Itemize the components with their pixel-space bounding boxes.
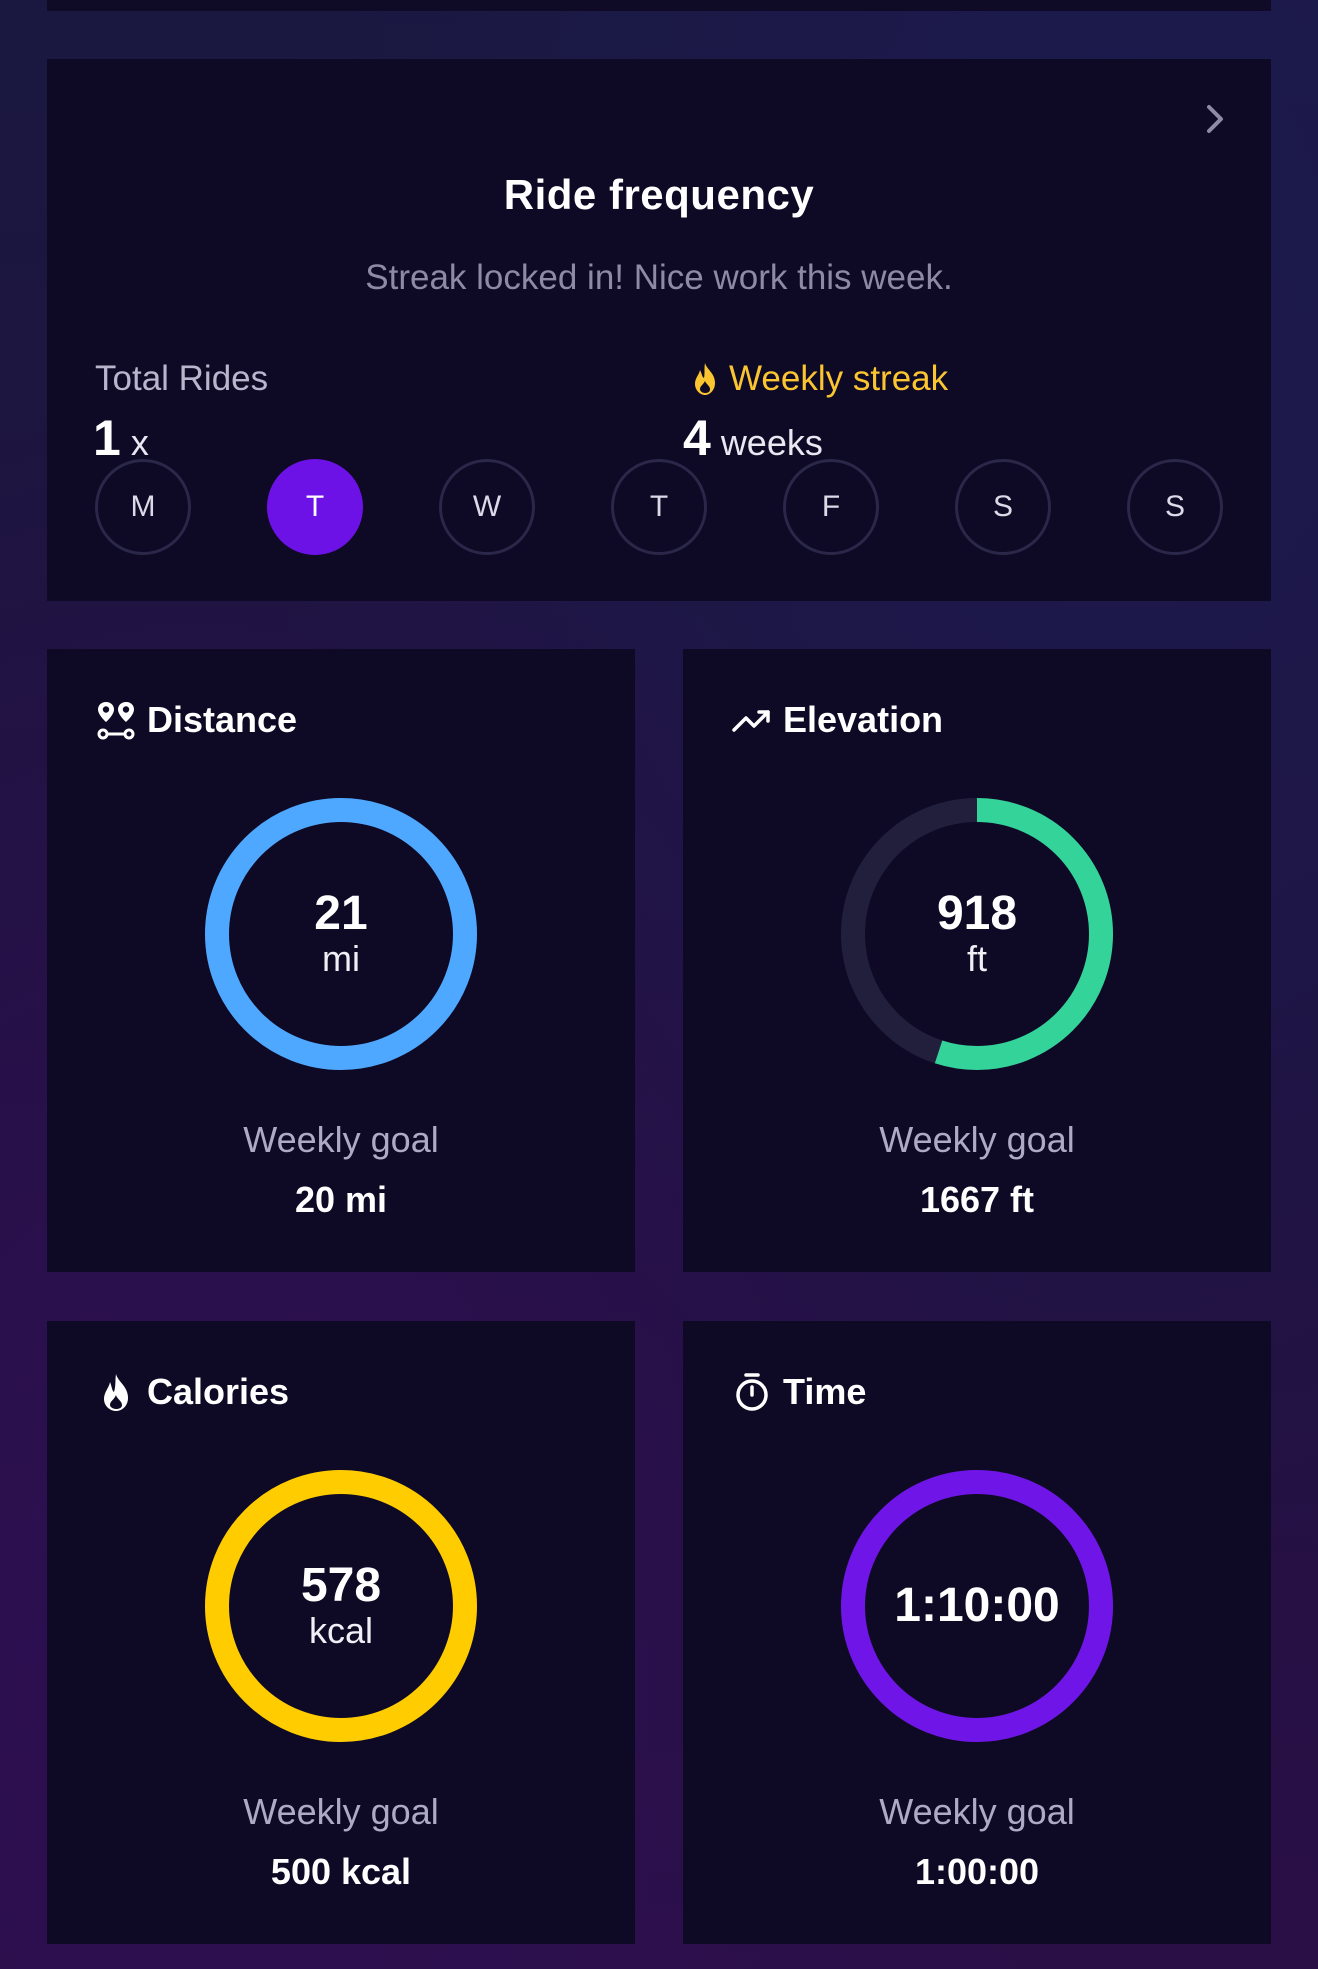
distance-progress-ring [205,798,477,1070]
calories-goal-value: 500 kcal [270,1851,412,1892]
distance-goal-label: Weekly goal [243,1119,439,1160]
weekday-row: M T W T F S S [95,459,1223,555]
day-wednesday[interactable]: W [439,459,535,555]
elevation-card[interactable]: Elevation 918 ft Weekly goal 1667 ft [683,649,1271,1272]
day-tuesday[interactable]: T [267,459,363,555]
time-header: Time [731,1371,866,1413]
weekly-streak-unit: weeks [720,422,823,463]
distance-title: Distance [147,699,298,740]
chevron-right-icon[interactable] [1195,99,1235,139]
total-rides-unit: x [130,422,149,463]
time-ring-center: 1:10:00 [840,1469,1114,1743]
ride-frequency-card[interactable]: Ride frequency Streak locked in! Nice wo… [47,59,1271,601]
calories-progress-arc [205,1470,477,1742]
elevation-title: Elevation [783,699,944,740]
calories-unit: kcal [308,1610,374,1652]
elevation-progress-ring [841,798,1113,1070]
elevation-unit: ft [966,938,987,980]
distance-card[interactable]: Distance 21 mi Weekly goal 20 mi [47,649,635,1272]
ride-frequency-title: Ride frequency [503,171,815,218]
total-rides-value: 1 x [93,409,149,467]
time-card[interactable]: Time 1:10:00 Weekly goal 1:00:00 [683,1321,1271,1944]
elevation-ring-center: 918 ft [840,797,1114,1071]
calories-value: 578 [300,1559,382,1612]
elevation-goal-value: 1667 ft [919,1179,1035,1220]
calories-header: Calories [95,1371,289,1413]
total-rides-number: 1 [93,410,121,466]
day-monday[interactable]: M [95,459,191,555]
day-thursday[interactable]: T [611,459,707,555]
distance-value: 21 [314,887,368,940]
calories-goal-label: Weekly goal [243,1791,439,1832]
elevation-value: 918 [936,887,1018,940]
flame-icon [695,363,715,395]
route-icon [97,702,135,740]
stopwatch-icon [736,1373,768,1411]
weekly-streak-label: Weekly streak [689,359,948,399]
day-saturday[interactable]: S [955,459,1051,555]
weekly-streak-text: Weekly streak [729,359,949,398]
elevation-header: Elevation [731,699,943,741]
time-progress-ring [841,1470,1113,1742]
weekly-streak-value: 4 weeks [683,409,823,467]
day-friday[interactable]: F [783,459,879,555]
streak-message: Streak locked in! Nice work this week. [365,258,953,297]
distance-goal-value: 20 mi [294,1179,388,1220]
trending-up-icon [732,710,770,732]
time-goal-value: 1:00:00 [914,1851,1040,1892]
time-progress-arc [841,1470,1113,1742]
calories-progress-ring [205,1470,477,1742]
flame-icon [104,1374,128,1411]
total-rides-label: Total Rides [95,359,269,398]
elevation-progress-arc [841,798,1113,1070]
day-sunday[interactable]: S [1127,459,1223,555]
time-value: 1:10:00 [894,1578,1060,1632]
weekly-streak-number: 4 [683,410,711,466]
calories-ring-center: 578 kcal [204,1469,478,1743]
time-title: Time [783,1371,867,1412]
calories-title: Calories [147,1371,290,1412]
distance-ring-center: 21 mi [204,797,478,1071]
distance-progress-arc [205,798,477,1070]
previous-card-edge [47,0,1271,11]
distance-unit: mi [322,938,360,980]
elevation-goal-label: Weekly goal [879,1119,1075,1160]
distance-header: Distance [95,699,297,741]
time-goal-label: Weekly goal [879,1791,1075,1832]
calories-card[interactable]: Calories 578 kcal Weekly goal 500 kcal [47,1321,635,1944]
